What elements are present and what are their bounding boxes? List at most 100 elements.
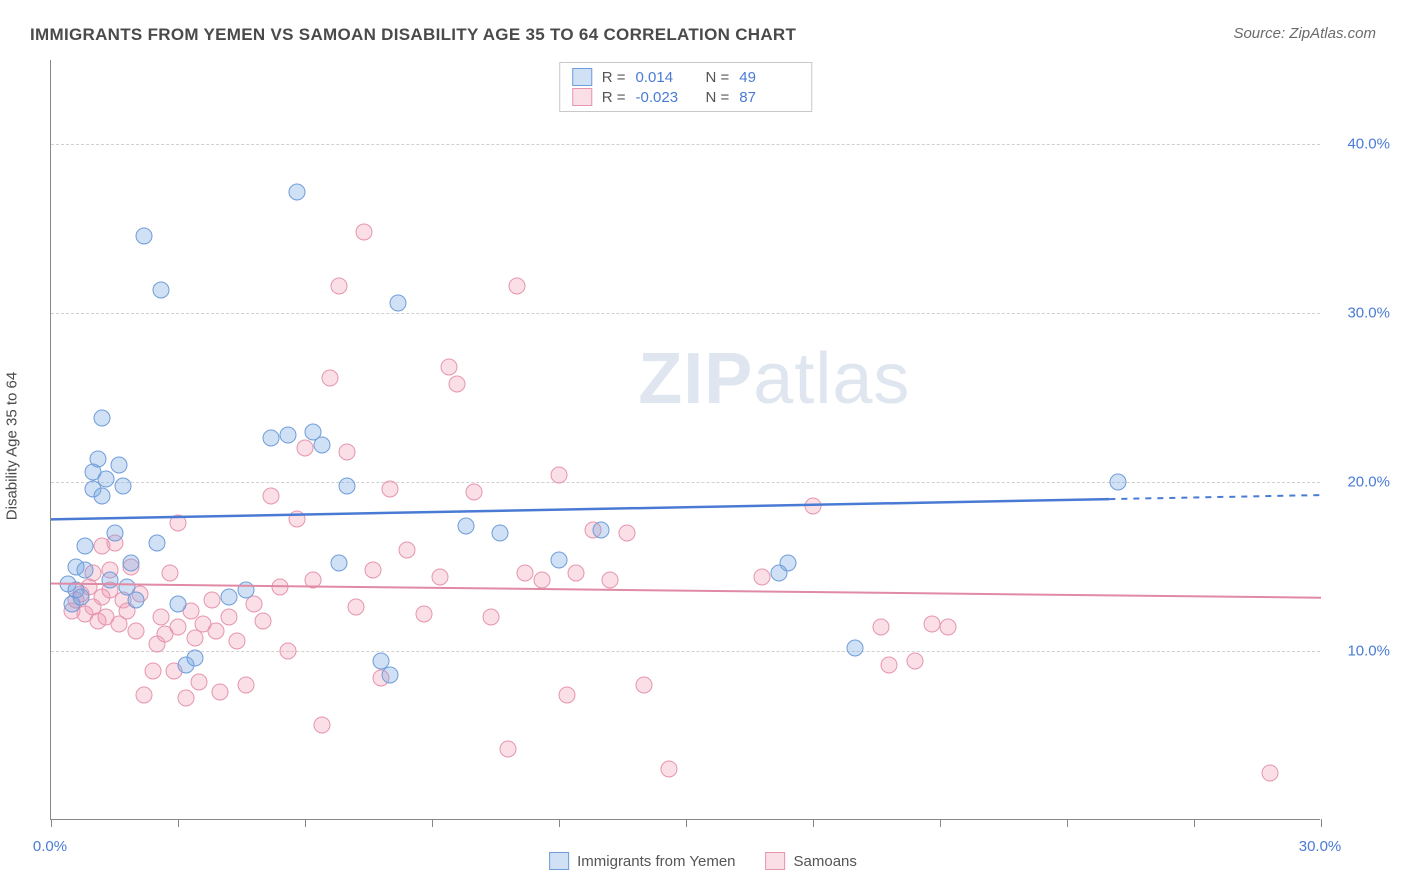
swatch-yemen-icon <box>549 852 569 870</box>
xtick <box>1321 819 1322 827</box>
xtick <box>1194 819 1195 827</box>
ytick-label: 30.0% <box>1347 305 1390 322</box>
trend-line-extrapolated <box>1109 495 1321 499</box>
data-point <box>76 538 93 555</box>
data-point <box>153 609 170 626</box>
legend-item-samoan: Samoans <box>766 852 857 870</box>
data-point <box>330 555 347 572</box>
data-point <box>347 599 364 616</box>
data-point <box>110 457 127 474</box>
data-point <box>237 676 254 693</box>
data-point <box>263 487 280 504</box>
data-point <box>208 622 225 639</box>
data-point <box>170 619 187 636</box>
data-point <box>114 477 131 494</box>
data-point <box>170 595 187 612</box>
xtick <box>1067 819 1068 827</box>
data-point <box>322 369 339 386</box>
data-point <box>754 568 771 585</box>
chart-title: IMMIGRANTS FROM YEMEN VS SAMOAN DISABILI… <box>30 25 796 45</box>
gridline <box>51 313 1320 314</box>
data-point <box>906 653 923 670</box>
data-point <box>339 477 356 494</box>
legend-row-yemen: R = 0.014 N = 49 <box>572 67 800 87</box>
gridline <box>51 144 1320 145</box>
data-point <box>432 568 449 585</box>
ytick-label: 20.0% <box>1347 474 1390 491</box>
plot-area: ZIPatlas R = 0.014 N = 49 R = -0.023 N =… <box>50 60 1320 820</box>
data-point <box>148 535 165 552</box>
data-point <box>1109 474 1126 491</box>
data-point <box>805 497 822 514</box>
data-point <box>93 410 110 427</box>
data-point <box>89 450 106 467</box>
xtick <box>813 819 814 827</box>
data-point <box>123 555 140 572</box>
data-point <box>136 687 153 704</box>
data-point <box>170 514 187 531</box>
data-point <box>449 376 466 393</box>
xtick <box>559 819 560 827</box>
data-point <box>618 524 635 541</box>
data-point <box>191 673 208 690</box>
data-point <box>127 592 144 609</box>
trend-line <box>51 499 1109 519</box>
xtick <box>940 819 941 827</box>
data-point <box>398 541 415 558</box>
data-point <box>76 562 93 579</box>
data-point <box>779 555 796 572</box>
data-point <box>559 687 576 704</box>
data-point <box>305 572 322 589</box>
data-point <box>483 609 500 626</box>
data-point <box>339 443 356 460</box>
xtick <box>686 819 687 827</box>
data-point <box>567 565 584 582</box>
ytick-label: 10.0% <box>1347 643 1390 660</box>
data-point <box>923 616 940 633</box>
gridline <box>51 651 1320 652</box>
data-point <box>220 609 237 626</box>
data-point <box>254 612 271 629</box>
trend-layer <box>51 60 1321 820</box>
data-point <box>98 470 115 487</box>
data-point <box>220 589 237 606</box>
data-point <box>881 656 898 673</box>
data-point <box>356 224 373 241</box>
data-point <box>203 592 220 609</box>
ytick-label: 40.0% <box>1347 136 1390 153</box>
data-point <box>500 741 517 758</box>
data-point <box>872 619 889 636</box>
data-point <box>601 572 618 589</box>
data-point <box>517 565 534 582</box>
data-point <box>280 643 297 660</box>
data-point <box>178 690 195 707</box>
xtick <box>305 819 306 827</box>
data-point <box>491 524 508 541</box>
data-point <box>330 278 347 295</box>
data-point <box>415 605 432 622</box>
xtick-label: 30.0% <box>1299 838 1342 855</box>
data-point <box>161 565 178 582</box>
data-point <box>551 551 568 568</box>
data-point <box>106 524 123 541</box>
data-point <box>153 281 170 298</box>
data-point <box>390 295 407 312</box>
data-point <box>1262 764 1279 781</box>
data-point <box>280 426 297 443</box>
gridline <box>51 482 1320 483</box>
data-point <box>635 676 652 693</box>
data-point <box>551 467 568 484</box>
data-point <box>186 649 203 666</box>
correlation-legend: R = 0.014 N = 49 R = -0.023 N = 87 <box>559 62 813 112</box>
data-point <box>93 487 110 504</box>
series-legend: Immigrants from Yemen Samoans <box>549 852 857 870</box>
data-point <box>297 440 314 457</box>
data-point <box>508 278 525 295</box>
data-point <box>381 666 398 683</box>
data-point <box>381 480 398 497</box>
data-point <box>263 430 280 447</box>
data-point <box>593 521 610 538</box>
data-point <box>534 572 551 589</box>
data-point <box>136 227 153 244</box>
swatch-yemen <box>572 68 592 86</box>
